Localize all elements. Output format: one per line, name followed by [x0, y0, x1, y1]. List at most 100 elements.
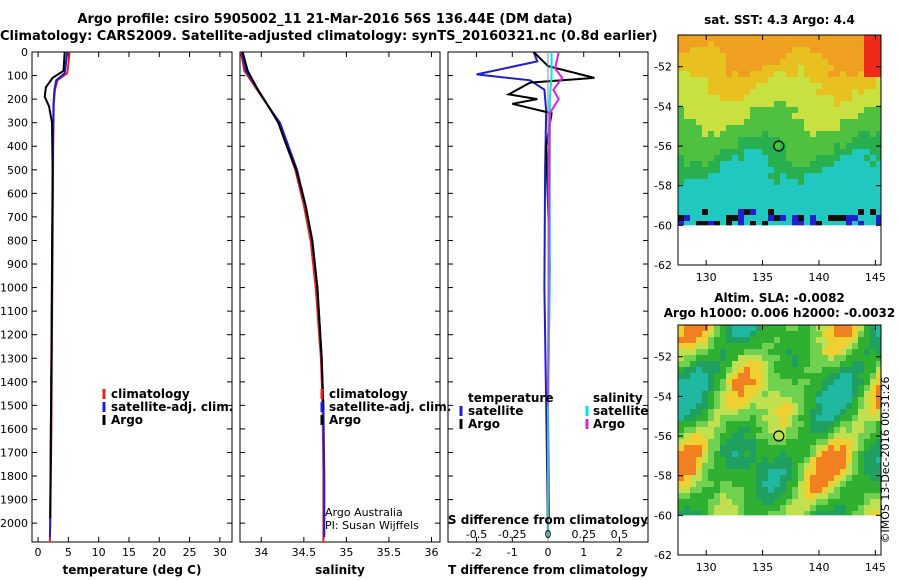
x-tick-label: 25 [183, 546, 197, 559]
map-cell [714, 343, 720, 349]
map-cell [690, 221, 696, 226]
map-cell [714, 47, 720, 53]
map-cell [744, 385, 750, 391]
map-cell [762, 95, 768, 101]
map-cell [852, 343, 858, 349]
map-cell [864, 197, 870, 203]
map-cell [750, 433, 756, 439]
map-cell [738, 397, 744, 403]
map-cell [732, 487, 738, 493]
map-cell [870, 83, 876, 89]
map-cell [750, 179, 756, 185]
map-cell [864, 83, 870, 89]
map-cell [774, 161, 780, 167]
map-cell [852, 101, 858, 107]
map-cell [756, 415, 762, 421]
map-cell [774, 379, 780, 385]
map-cell [840, 367, 846, 373]
map-cell [738, 119, 744, 125]
map-cell [852, 137, 858, 143]
map-cell [768, 203, 774, 209]
map-cell [810, 191, 816, 197]
map-cell [708, 511, 714, 516]
map-cell [840, 331, 846, 337]
map-cell [810, 355, 816, 361]
map-cell [738, 379, 744, 385]
map-cell [864, 35, 870, 41]
map-cell [786, 101, 792, 107]
map-cell [750, 41, 756, 47]
map-cell [852, 59, 858, 65]
map-cell [858, 221, 864, 226]
map-cell [696, 499, 702, 505]
map-cell [876, 457, 881, 463]
map-cell [750, 161, 756, 167]
map-cell [768, 343, 774, 349]
map-cell [684, 385, 690, 391]
map-cell [840, 113, 846, 119]
map-cell [720, 343, 726, 349]
map-cell [690, 361, 696, 367]
map-cell [876, 367, 881, 373]
map-cell [708, 445, 714, 451]
map-cell [804, 487, 810, 493]
x-tick-label: 36 [424, 546, 438, 559]
map-cell [678, 71, 684, 77]
map-cell [744, 391, 750, 397]
map-cell [732, 439, 738, 445]
map-cell [684, 95, 690, 101]
map-cell [768, 385, 774, 391]
map-cell [780, 385, 786, 391]
map-cell [840, 137, 846, 143]
map-cell [834, 83, 840, 89]
map-cell [702, 125, 708, 131]
map-cell [684, 457, 690, 463]
x-tick-label: 34 [254, 546, 268, 559]
depth-tick-label: 1200 [0, 329, 28, 342]
map-cell [708, 71, 714, 77]
map-cell [840, 463, 846, 469]
map-cell [792, 59, 798, 65]
map-cell [858, 101, 864, 107]
map-cell [720, 143, 726, 149]
map-cell [762, 131, 768, 137]
map-cell [774, 355, 780, 361]
map-cell [840, 179, 846, 185]
map-cell [714, 221, 720, 226]
map-cell [732, 83, 738, 89]
map-cell [858, 469, 864, 475]
x-tick-label: 20 [152, 546, 166, 559]
map-cell [792, 137, 798, 143]
map-cell [840, 487, 846, 493]
map-cell [726, 179, 732, 185]
map-cell [690, 373, 696, 379]
depth-tick-label: 1700 [0, 446, 28, 459]
map-cell [786, 137, 792, 143]
map-cell [798, 89, 804, 95]
map-cell [840, 505, 846, 511]
map-cell [876, 53, 881, 59]
map-cell [726, 221, 732, 226]
map-cell [762, 179, 768, 185]
map-cell [852, 367, 858, 373]
map-cell [762, 161, 768, 167]
map-cell [714, 433, 720, 439]
map-cell [708, 143, 714, 149]
map-cell [720, 505, 726, 511]
map-cell [756, 167, 762, 173]
map-cell [786, 107, 792, 113]
map-cell [738, 463, 744, 469]
map-cell [798, 209, 804, 215]
map-cell [744, 53, 750, 59]
map-cell [750, 173, 756, 179]
map-cell [720, 385, 726, 391]
map-cell [780, 71, 786, 77]
map-cell [822, 173, 828, 179]
map-cell [780, 149, 786, 155]
map-cell [714, 325, 720, 331]
map-cell [714, 83, 720, 89]
map-cell [684, 367, 690, 373]
map-cell [684, 355, 690, 361]
map-cell [678, 119, 684, 125]
map-cell [762, 215, 768, 221]
